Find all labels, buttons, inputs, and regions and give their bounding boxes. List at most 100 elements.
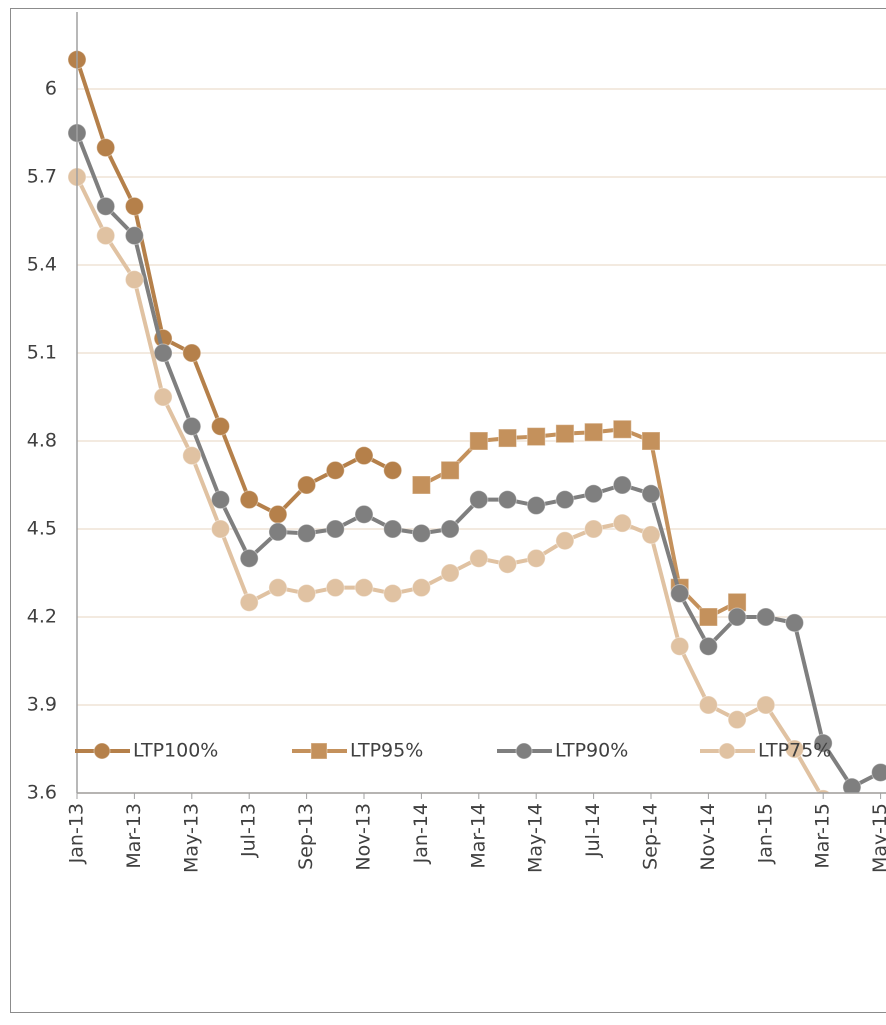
x-tick-label: Mar-14 [467, 803, 489, 869]
marker [240, 593, 258, 611]
marker [642, 526, 660, 544]
marker [872, 763, 886, 781]
legend-marker [719, 743, 735, 759]
marker [499, 429, 517, 447]
series-line [77, 60, 393, 515]
marker [412, 476, 430, 494]
x-tick-label: Jan-14 [410, 803, 432, 864]
marker [298, 524, 316, 542]
marker [269, 505, 287, 523]
marker [125, 271, 143, 289]
y-tick-label: 5.7 [27, 166, 57, 188]
x-tick-label: Nov-14 [697, 803, 719, 871]
marker [326, 461, 344, 479]
marker [470, 432, 488, 450]
y-tick-label: 4.2 [27, 606, 57, 628]
marker [585, 485, 603, 503]
marker [527, 549, 545, 567]
marker [269, 523, 287, 541]
marker [613, 514, 631, 532]
y-tick-label: 5.4 [27, 254, 57, 276]
x-tick-label: Jul-13 [238, 803, 260, 858]
marker [470, 549, 488, 567]
marker [527, 497, 545, 515]
marker [441, 520, 459, 538]
x-tick-label: Jul-14 [582, 803, 604, 858]
y-tick-label: 4.8 [27, 430, 57, 452]
y-tick-label: 5.1 [27, 342, 57, 364]
marker [499, 555, 517, 573]
marker [441, 564, 459, 582]
marker [441, 461, 459, 479]
marker [125, 227, 143, 245]
marker [355, 447, 373, 465]
marker [613, 420, 631, 438]
marker [699, 608, 717, 626]
marker [556, 532, 574, 550]
marker [728, 608, 746, 626]
marker [125, 197, 143, 215]
marker [642, 432, 660, 450]
marker [613, 476, 631, 494]
legend-marker [94, 743, 110, 759]
marker [326, 579, 344, 597]
x-tick-label: Sep-14 [640, 803, 662, 870]
marker [97, 139, 115, 157]
series-line [421, 429, 737, 617]
legend-label: LTP95% [350, 740, 423, 762]
x-tick-label: May-14 [525, 803, 547, 873]
marker [183, 417, 201, 435]
marker [97, 227, 115, 245]
marker [355, 505, 373, 523]
marker [269, 579, 287, 597]
marker [728, 711, 746, 729]
y-tick-label: 3.9 [27, 694, 57, 716]
marker [671, 637, 689, 655]
marker [499, 491, 517, 509]
x-tick-label: Mar-13 [123, 803, 145, 869]
marker [154, 344, 172, 362]
marker [212, 491, 230, 509]
marker [699, 696, 717, 714]
marker [786, 614, 804, 632]
legend-label: LTP75% [758, 740, 831, 762]
x-tick-label: Sep-13 [295, 803, 317, 870]
legend-marker [311, 743, 327, 759]
marker [585, 520, 603, 538]
x-tick-label: Jan-13 [66, 803, 88, 864]
marker [671, 585, 689, 603]
marker [355, 579, 373, 597]
marker [154, 388, 172, 406]
x-tick-label: Nov-13 [353, 803, 375, 871]
marker [183, 447, 201, 465]
x-tick-label: May-15 [869, 803, 886, 873]
marker [326, 520, 344, 538]
x-tick-label: May-13 [180, 803, 202, 873]
marker [585, 423, 603, 441]
legend-label: LTP90% [555, 740, 628, 762]
marker [240, 549, 258, 567]
marker [556, 491, 574, 509]
y-tick-label: 4.5 [27, 518, 57, 540]
legend-marker [516, 743, 532, 759]
marker [556, 425, 574, 443]
legend-label: LTP100% [133, 740, 218, 762]
marker [298, 476, 316, 494]
marker [412, 524, 430, 542]
x-tick-label: Mar-15 [812, 803, 834, 869]
marker [642, 485, 660, 503]
marker [757, 608, 775, 626]
marker [384, 461, 402, 479]
marker [699, 637, 717, 655]
y-tick-label: 6 [45, 78, 57, 100]
marker [527, 428, 545, 446]
x-tick-label: Jan-15 [754, 803, 776, 864]
marker [470, 491, 488, 509]
marker [298, 585, 316, 603]
marker [412, 579, 430, 597]
marker [183, 344, 201, 362]
marker [212, 417, 230, 435]
marker [384, 585, 402, 603]
marker [757, 696, 775, 714]
